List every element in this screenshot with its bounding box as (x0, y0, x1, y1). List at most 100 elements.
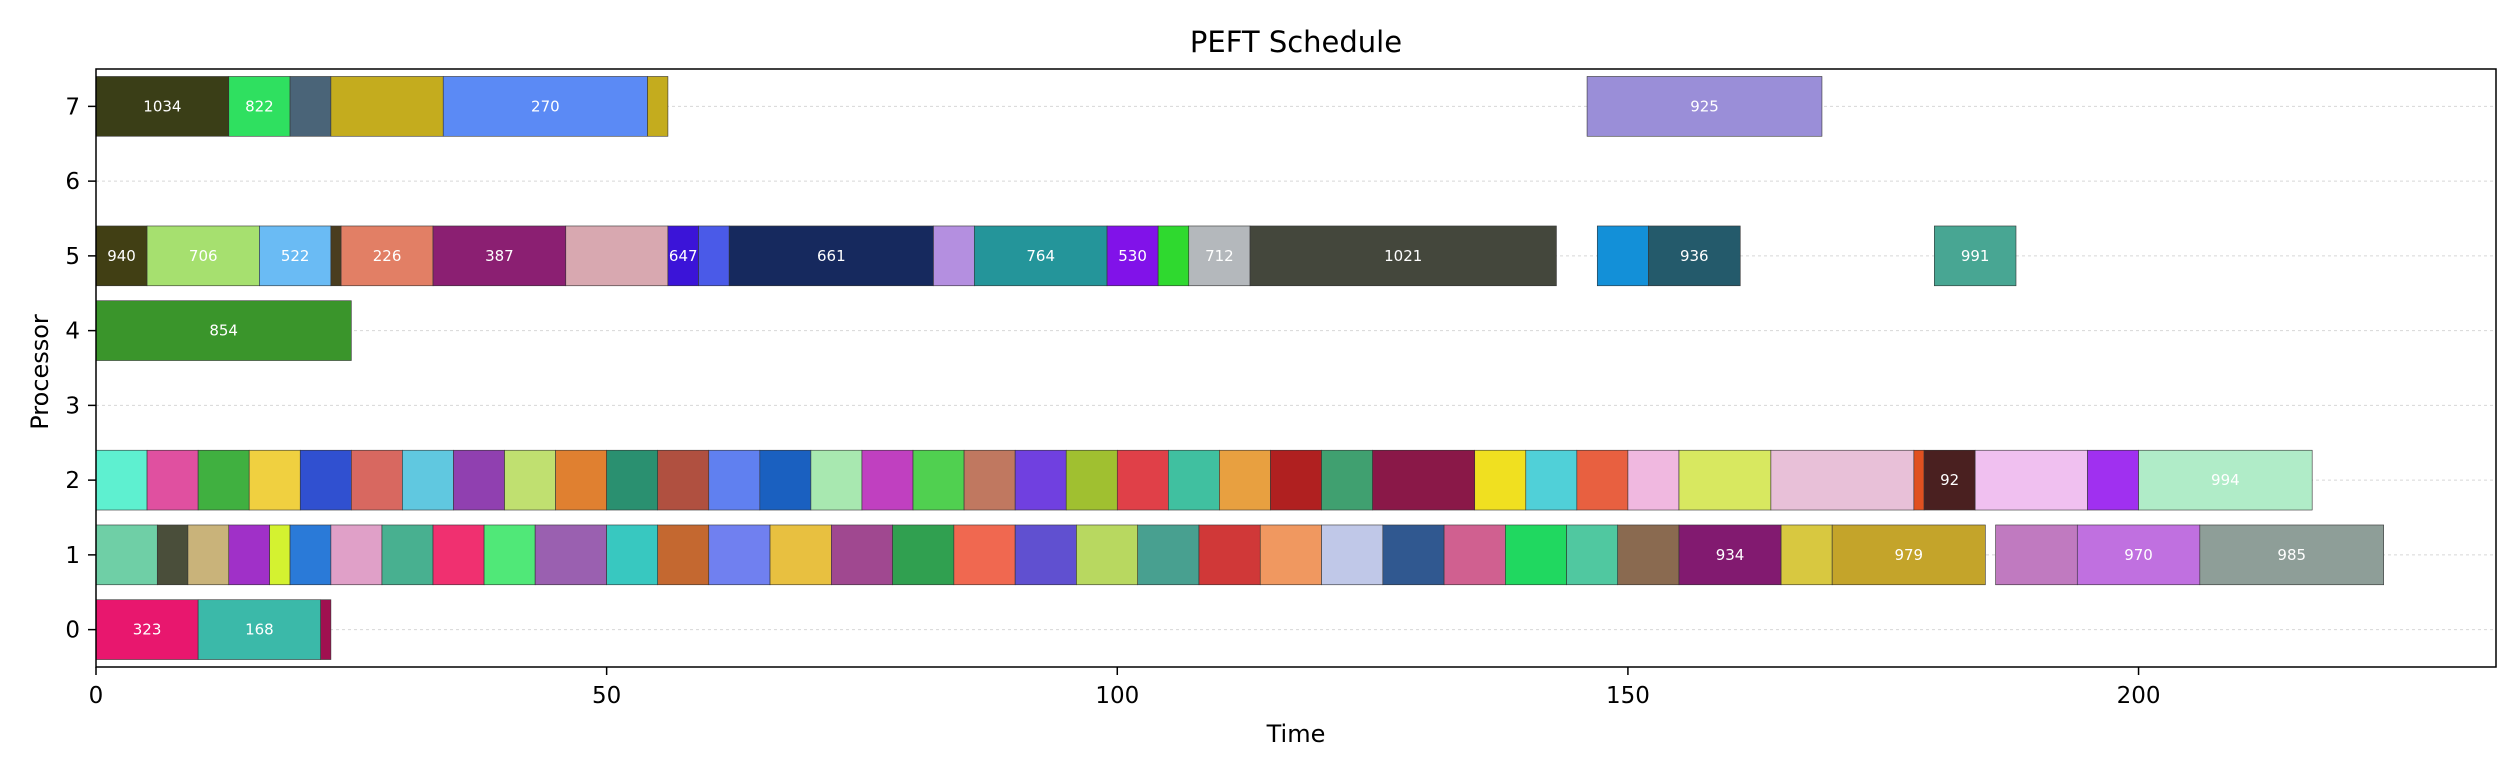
task-bar (565, 225, 669, 287)
bars-layer: 323 168 854 940 706 522 226 387 647 661 764 530 712 1… (95, 76, 2384, 660)
task-bar (2138, 449, 2313, 511)
task-label: 387 (485, 247, 514, 265)
task-label: 934 (1716, 546, 1745, 564)
task-bar (892, 524, 955, 586)
task-bar (1198, 524, 1261, 586)
task-bar (667, 225, 699, 287)
task-bar (1116, 449, 1169, 511)
task-label: 854 (209, 322, 238, 340)
task-bar (1065, 449, 1118, 511)
task-bar (95, 599, 199, 660)
task-label: 323 (133, 621, 162, 639)
task-label: 1034 (143, 97, 181, 115)
task-bar (2087, 449, 2139, 511)
task-bar (381, 524, 434, 586)
task-bar (831, 524, 893, 586)
task-bar (1933, 225, 2017, 287)
task-label: 925 (1690, 97, 1719, 115)
task-label: 530 (1118, 247, 1147, 265)
task-bar (1566, 524, 1619, 586)
task-label: 991 (1961, 247, 1990, 265)
task-label: 522 (281, 247, 310, 265)
task-bar (1321, 449, 1373, 511)
task-bar (1678, 449, 1772, 511)
task-bar (1270, 449, 1322, 511)
task-bar (1780, 524, 1833, 586)
task-bar (197, 449, 250, 511)
task-bar (1474, 449, 1527, 511)
task-bar (330, 524, 383, 586)
task-bar (1648, 225, 1741, 287)
task-label: 979 (1894, 546, 1923, 564)
task-bar (1627, 449, 1680, 511)
task-bar (330, 225, 342, 287)
task-bar (1923, 449, 1976, 511)
task-bar (95, 300, 352, 361)
task-bar (330, 76, 444, 137)
task-bar (1106, 225, 1159, 287)
task-bar (2076, 524, 2201, 586)
task-bar (698, 225, 730, 287)
task-bar (1372, 449, 1476, 511)
task-bar (269, 524, 291, 586)
chart-title: PEFT Schedule (1190, 25, 1402, 59)
task-label: 168 (245, 621, 274, 639)
y-axis-label: Processor (26, 314, 54, 430)
x-tick-label: 200 (2117, 683, 2161, 709)
task-label: 994 (2211, 471, 2240, 489)
task-bar (320, 599, 332, 660)
task-bar (289, 76, 332, 137)
y-tick-label: 2 (65, 468, 80, 494)
y-tick-label: 1 (65, 543, 80, 569)
task-bar (708, 449, 761, 511)
task-bar (708, 524, 771, 586)
task-bar (861, 449, 914, 511)
x-tick-label: 150 (1606, 683, 1650, 709)
task-bar (606, 449, 659, 511)
task-bar (259, 225, 332, 287)
y-tick-label: 6 (65, 169, 80, 195)
y-tick-label: 4 (65, 319, 80, 345)
task-bar (1443, 524, 1506, 586)
task-bar (432, 225, 567, 287)
y-tick-label: 7 (65, 94, 80, 120)
task-bar (1157, 225, 1190, 287)
task-label: 92 (1940, 471, 1959, 489)
task-bar (483, 524, 536, 586)
task-label: 226 (373, 247, 402, 265)
task-bar (1995, 524, 2078, 586)
task-bar (95, 225, 148, 287)
task-bar (1974, 449, 2088, 511)
task-bar (657, 449, 710, 511)
task-bar (963, 449, 1016, 511)
task-bar (146, 449, 199, 511)
x-tick-label: 100 (1095, 683, 1139, 709)
y-tick-label: 3 (65, 393, 80, 419)
task-bar (810, 449, 863, 511)
task-bar (453, 449, 505, 511)
task-bar (351, 449, 403, 511)
task-bar (1525, 449, 1578, 511)
task-bar (657, 524, 710, 586)
task-label: 985 (2277, 546, 2306, 564)
task-bar (1076, 524, 1139, 586)
task-bar (1321, 524, 1384, 586)
task-bar (912, 449, 965, 511)
task-bar (402, 449, 454, 511)
task-bar (146, 225, 260, 287)
task-label: 661 (817, 247, 846, 265)
task-bar (555, 449, 607, 511)
task-bar (606, 524, 659, 586)
task-bar (647, 76, 669, 137)
task-bar (504, 449, 556, 511)
x-tick-label: 50 (592, 683, 621, 709)
task-bar (953, 524, 1016, 586)
task-bar (1770, 449, 1915, 511)
task-bar (728, 225, 934, 287)
task-bar (534, 524, 607, 586)
task-bar (228, 76, 291, 137)
task-bar (1137, 524, 1200, 586)
task-bar (1382, 524, 1445, 586)
